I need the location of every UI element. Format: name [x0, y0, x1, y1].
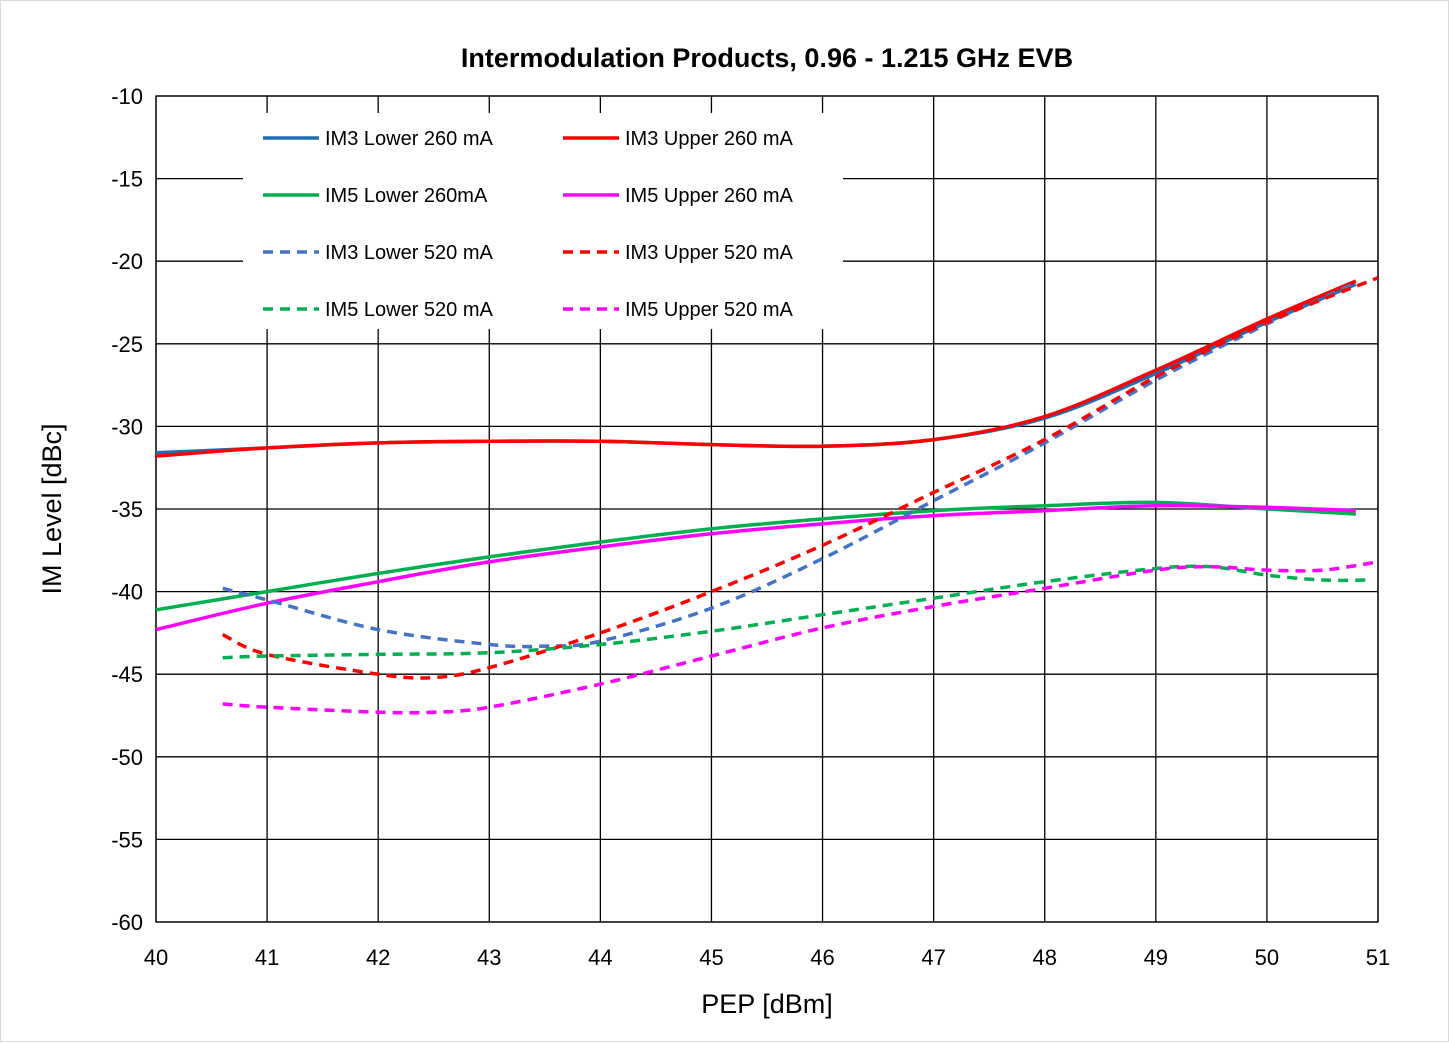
- x-tick-label: 48: [1032, 945, 1056, 970]
- y-axis-title: IM Level [dBc]: [37, 423, 67, 594]
- y-tick-label: -40: [111, 580, 143, 605]
- legend-label: IM5 Upper 260 mA: [625, 185, 794, 207]
- y-tick-label: -60: [111, 910, 143, 935]
- x-tick-label: 43: [477, 945, 501, 970]
- axes: 40 41 42 43 44 45 46 47 48 49 50 51 -10 -15 -20 -25 -30 -…: [111, 84, 1390, 970]
- legend-box: [243, 113, 843, 329]
- x-tick-label: 47: [921, 945, 945, 970]
- x-tick-label: 45: [699, 945, 723, 970]
- x-tick-label: 51: [1366, 945, 1390, 970]
- x-tick-label: 49: [1144, 945, 1168, 970]
- x-tick-label: 46: [810, 945, 834, 970]
- series-lines: [155, 276, 1379, 715]
- x-tick-label: 41: [255, 945, 279, 970]
- x-tick-label: 40: [144, 945, 168, 970]
- y-tick-label: -15: [111, 167, 143, 192]
- y-tick-label: -35: [111, 497, 143, 522]
- x-tick-label: 50: [1255, 945, 1279, 970]
- y-tick-label: -20: [111, 249, 143, 274]
- legend-label: IM5 Lower 520 mA: [325, 299, 494, 321]
- x-tick-label: 44: [588, 945, 612, 970]
- y-tick-label: -30: [111, 414, 143, 439]
- legend-label: IM3 Upper 260 mA: [625, 128, 794, 150]
- x-tick-label: 42: [366, 945, 390, 970]
- y-tick-label: -10: [111, 84, 143, 109]
- chart-title: Intermodulation Products, 0.96 - 1.215 G…: [461, 43, 1073, 73]
- legend-label: IM5 Upper 520 mA: [625, 299, 794, 321]
- series-line-6: [221, 276, 1379, 680]
- y-tick-label: -50: [111, 745, 143, 770]
- series-line-7: [222, 564, 1367, 660]
- legend-label: IM5 Lower 260mA: [325, 185, 488, 207]
- series-line-4: [155, 503, 1356, 632]
- y-tick-label: -25: [111, 332, 143, 357]
- legend-label: IM3 Lower 260 mA: [325, 128, 494, 150]
- x-axis-title: PEP [dBm]: [701, 989, 833, 1019]
- y-tick-label: -45: [111, 662, 143, 687]
- series-line-3: [155, 500, 1356, 612]
- series-line-2: [155, 279, 1357, 458]
- series-line-5: [222, 281, 1357, 649]
- y-tick-label: -55: [111, 827, 143, 852]
- legend: IM3 Lower 260 mA IM3 Upper 260 mA IM5 Lowe…: [243, 113, 843, 329]
- legend-label: IM3 Lower 520 mA: [325, 242, 494, 264]
- series-line-8: [222, 560, 1379, 715]
- plot-border: [155, 95, 1379, 923]
- legend-label: IM3 Upper 520 mA: [625, 242, 794, 264]
